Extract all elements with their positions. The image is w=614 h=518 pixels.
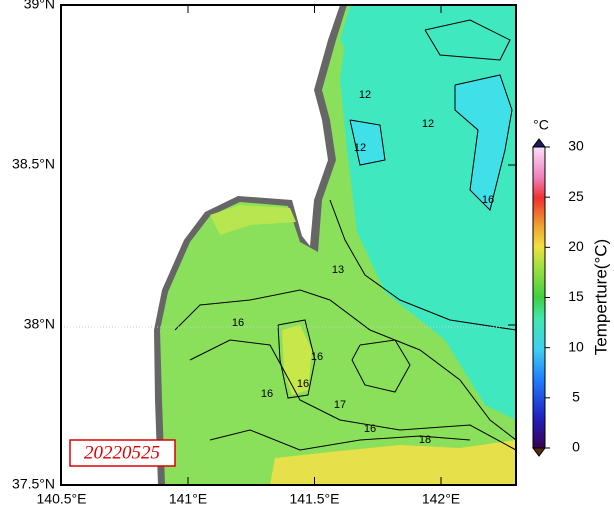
contour-label: 18 [419,434,431,446]
contour-label: 16 [297,378,309,390]
x-tick-label: 140.5°E [37,491,87,507]
sea-yellow [282,325,312,395]
x-tick-label: 141°E [169,491,207,507]
colorbar-tick-label: 5 [572,389,580,405]
contour-label: 16 [311,351,323,363]
contour-label: 12 [359,89,371,101]
contour [329,199,516,331]
colorbar-label: Temperture(°C) [591,239,610,355]
colorbar-unit: °C [533,117,549,133]
contour-label: 12 [422,118,434,130]
contour-label: 16 [364,423,376,435]
colorbar-tick-label: 0 [572,439,580,455]
colorbar-tick-label: 20 [568,238,584,254]
sea-yellow [270,440,516,485]
contour [277,319,316,399]
y-tick-label: 39°N [24,0,55,12]
contour [351,339,411,393]
date-label: 20220525 [84,442,160,463]
y-tick-label: 37.5°N [12,476,55,492]
contour [424,19,511,61]
contours [174,19,516,451]
contour-label: 16 [261,388,273,400]
contour-label: 12 [354,142,366,154]
y-tick-label: 38.5°N [12,156,55,172]
colorbar-min [532,447,546,457]
x-tick-label: 141.5°E [290,491,340,507]
colorbar-tick-label: 30 [568,138,584,154]
colorbar-max [532,138,546,148]
colorbar-tick-label: 25 [568,188,584,204]
sea-yellow [210,205,296,235]
colorbar-tick-label: 15 [568,288,584,304]
sea-blue-patch [350,120,385,165]
colorbar [532,146,546,449]
contour [349,119,386,166]
contour-label: 13 [332,264,344,276]
y-tick-label: 38°N [24,316,55,332]
colorbar-tick-label: 10 [568,338,584,354]
date-box [69,439,176,467]
contour-label: 17 [334,399,346,411]
contour [174,289,516,441]
contour [189,339,516,451]
sea-blue-patch [455,75,512,210]
frame [60,4,517,486]
contour [454,74,513,211]
x-tick-label: 142°E [422,491,460,507]
contour-label: 16 [232,317,244,329]
contour-label: 16 [482,194,494,206]
sea-cyan-north [340,5,360,60]
contour-labels: 13 12 12 12 16 16 16 16 17 18 16 16 [232,89,494,446]
contour [209,429,471,451]
map-area [61,5,516,485]
